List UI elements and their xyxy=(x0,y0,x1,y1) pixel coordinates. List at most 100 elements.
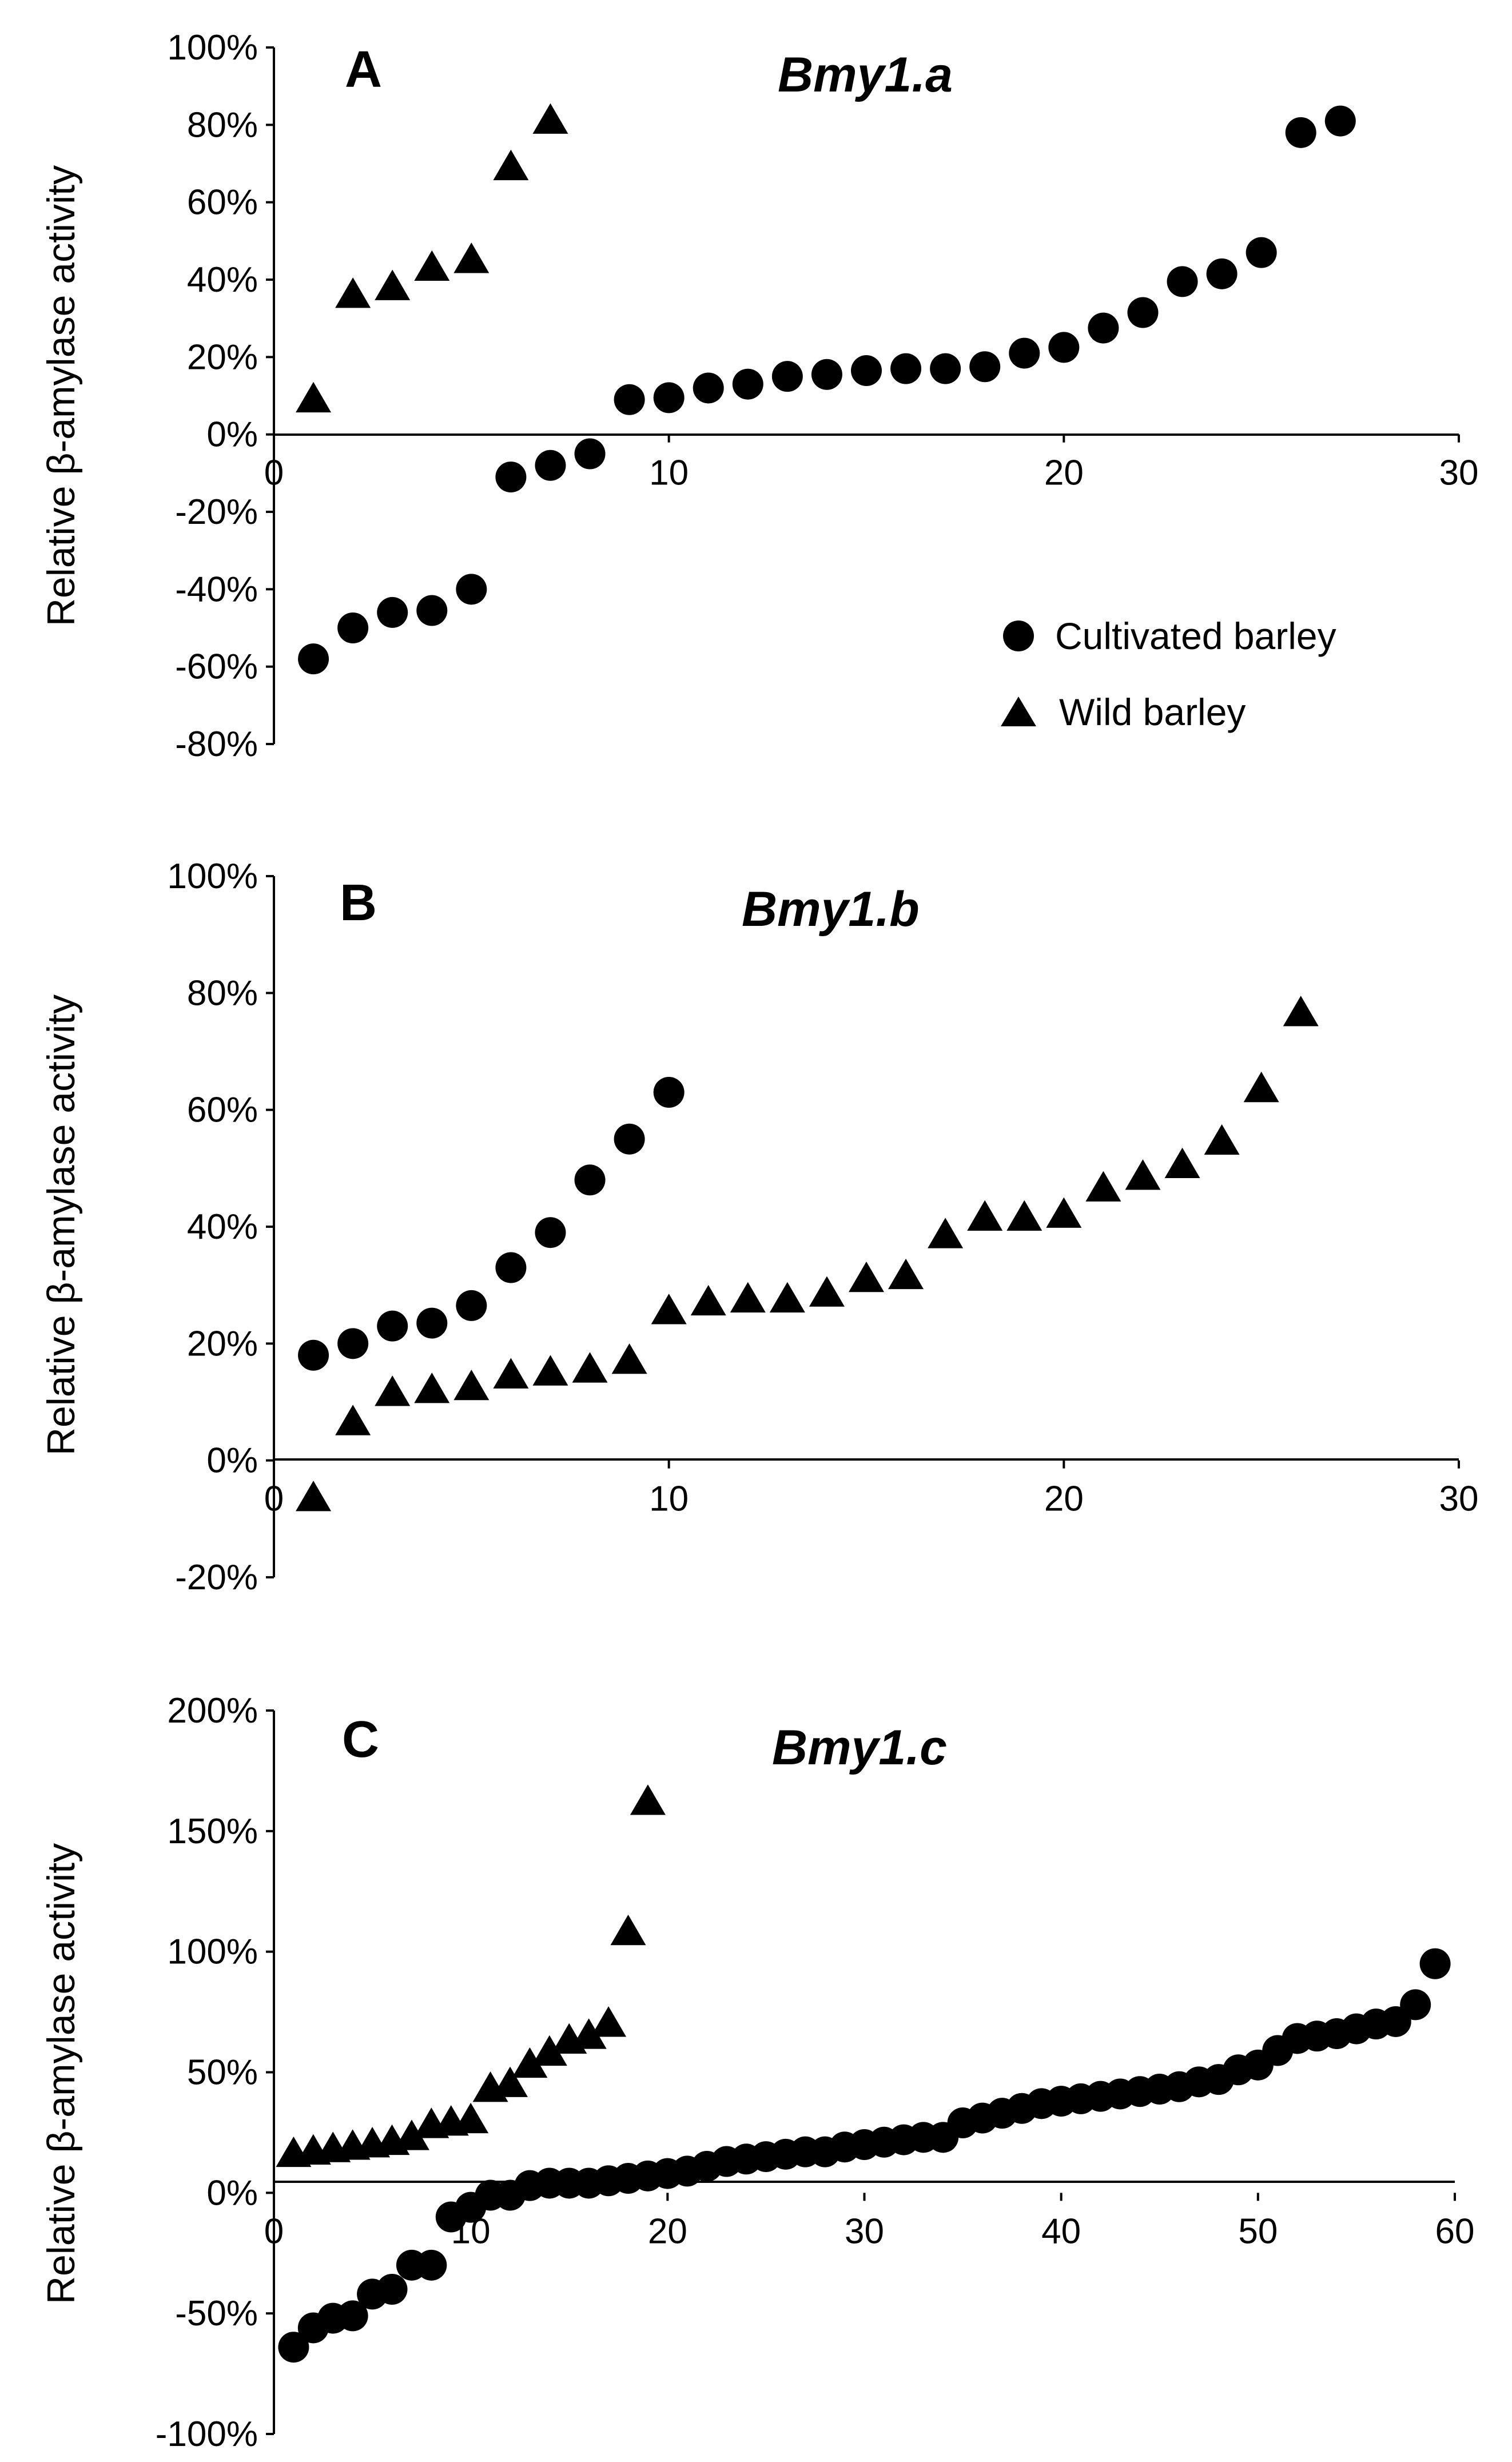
panel-a-cultivated-point xyxy=(574,438,606,470)
panel-c-y-tick-label: -50% xyxy=(175,2294,258,2333)
panel-b-wild-point xyxy=(335,1405,371,1435)
panel-a-cultivated-point xyxy=(930,353,961,384)
panel-c-wild-point xyxy=(393,2119,429,2150)
panel-b-cultivated-point xyxy=(535,1217,566,1248)
panel-b-cultivated-point xyxy=(377,1310,408,1342)
panel-b-wild-point xyxy=(809,1276,845,1307)
panel-a-x-tick-label: 20 xyxy=(1044,454,1084,493)
panel-b-wild-point xyxy=(1125,1159,1161,1190)
panel-b-cultivated-point xyxy=(337,1328,369,1359)
panel-c-y-tick-label: 200% xyxy=(167,1691,258,1731)
panel-a-y-tick-label: 40% xyxy=(187,260,258,300)
panel-b-wild-point xyxy=(414,1373,450,1403)
panel-c-y-tick-label: 0% xyxy=(206,2173,258,2213)
panel-a-y-tick-label: -40% xyxy=(175,570,258,609)
legend-cultivated-marker xyxy=(1003,621,1034,651)
panel-a-cultivated-point xyxy=(1167,266,1198,297)
panel-b-wild-point xyxy=(769,1282,805,1313)
panel-a-y-tick-label: 80% xyxy=(187,105,258,145)
panel-a-cultivated-point xyxy=(337,612,369,643)
panel-c-wild-point xyxy=(591,2006,627,2037)
panel-a-cultivated-point xyxy=(851,355,882,387)
panel-b: 100% 80% 60% 40% 20% 0% -20%0 10 20 30 B Bmy1.b R… xyxy=(39,857,1478,1597)
panel-a-cultivated-point xyxy=(890,353,922,384)
panel-a-cultivated-point xyxy=(969,351,1001,383)
panel-b-cultivated-point xyxy=(416,1307,448,1339)
panel-b-y-axis-label: Relative β-amylase activity xyxy=(39,995,83,1455)
panel-a-cultivated-point xyxy=(614,384,645,415)
panel-a-cultivated-point xyxy=(1206,258,1238,289)
panel-c-x-tick-label: 40 xyxy=(1041,2212,1081,2251)
panel-c-wild-point xyxy=(492,2066,528,2097)
panel-a-cultivated-point xyxy=(1127,297,1159,328)
panel-b-y-tick-label: 20% xyxy=(187,1324,258,1363)
panel-a-y-tick-label: 60% xyxy=(187,183,258,222)
panel-c-letter: C xyxy=(342,1711,379,1768)
legend-cultivated-label: Cultivated barley xyxy=(1055,615,1336,657)
panel-c-x-tick-label: 20 xyxy=(648,2212,687,2251)
panel-c-wild-point xyxy=(531,2035,567,2066)
panel-b-wild-point xyxy=(296,1481,332,1512)
panel-b-wild-point xyxy=(651,1294,687,1325)
panel-c-wild-point xyxy=(610,1914,646,1946)
panel-c-cultivated-point xyxy=(278,2332,309,2363)
panel-b-wild-point xyxy=(690,1284,726,1316)
panel-a-cultivated-point xyxy=(456,574,487,605)
panel-b-wild-point xyxy=(375,1375,411,1406)
panel-b-cultivated-point xyxy=(495,1252,527,1283)
panel-b-title: Bmy1.b xyxy=(742,882,920,937)
panel-b-y-tick-label: 100% xyxy=(167,857,258,896)
panel-a-cultivated-point xyxy=(693,372,724,404)
panel-a-y-tick-label: 100% xyxy=(167,28,258,67)
panel-b-y-tick-label: -20% xyxy=(175,1558,258,1597)
panel-c-cultivated-point xyxy=(1400,1989,1431,2020)
panel-a-cultivated-point xyxy=(771,361,803,392)
panel-b-y-tick-label: 60% xyxy=(187,1091,258,1130)
panel-b-wild-point xyxy=(730,1282,766,1313)
panel-a-cultivated-point xyxy=(1285,117,1316,148)
panel-c-cultivated-point xyxy=(416,2249,447,2281)
panel-a-wild-point xyxy=(335,277,371,308)
panel-b-y-tick-label: 40% xyxy=(187,1207,258,1247)
panel-a: 100% 80% 60% 40% 20% 0% -20% -40% -60% -80% 0 10 20 3… xyxy=(39,28,1478,764)
panel-b-cultivated-point xyxy=(653,1077,685,1108)
panel-a-x-tick-label: 10 xyxy=(649,454,689,493)
panel-c-y-tick-label: 100% xyxy=(167,1932,258,1972)
panel-c-y-tick-label: 150% xyxy=(167,1812,258,1851)
panel-a-y-tick-label: -20% xyxy=(175,492,258,532)
panel-a-letter: A xyxy=(345,41,382,98)
panel-b-wild-point xyxy=(1006,1200,1043,1231)
panel-a-cultivated-point xyxy=(653,382,685,413)
panel-b-cultivated-point xyxy=(298,1339,329,1371)
panel-a-cultivated-point xyxy=(1324,105,1356,137)
panel-b-wild-point xyxy=(1046,1197,1082,1228)
panel-c-cultivated-point xyxy=(376,2274,408,2305)
panel-c-title: Bmy1.c xyxy=(772,1720,947,1775)
panel-c-x-tick-label: 50 xyxy=(1238,2212,1278,2251)
panel-c: 200%150%100%50%0%-50%-100%0 10 20 30 40 50 60 … xyxy=(39,1691,1474,2454)
panel-b-x-tick-label: 30 xyxy=(1439,1479,1479,1519)
panel-b-wild-point xyxy=(967,1200,1003,1231)
panel-b-x-tick-label: 10 xyxy=(649,1479,689,1519)
panel-c-wild-point xyxy=(630,1784,666,1815)
panel-b-wild-point xyxy=(1164,1147,1200,1179)
panel-b-wild-point xyxy=(1085,1171,1121,1202)
panel-a-cultivated-point xyxy=(535,450,566,481)
panel-a-cultivated-point xyxy=(1246,237,1277,268)
panel-a-y-tick-label: 0% xyxy=(206,415,258,455)
panel-b-cultivated-point xyxy=(614,1123,645,1155)
panel-a-wild-point xyxy=(375,269,411,300)
panel-a-cultivated-point xyxy=(377,596,408,628)
panel-a-cultivated-point xyxy=(811,359,842,390)
panel-c-cultivated-point xyxy=(337,2300,368,2332)
panel-a-wild-point xyxy=(493,149,529,181)
panel-b-cultivated-point xyxy=(574,1164,606,1196)
panel-a-cultivated-point xyxy=(1048,332,1080,363)
panel-a-x-tick-label: 30 xyxy=(1439,454,1479,493)
legend-wild-label: Wild barley xyxy=(1059,691,1246,733)
panel-a-cultivated-point xyxy=(416,595,448,626)
panel-a-cultivated-point xyxy=(1088,312,1119,344)
panel-b-wild-point xyxy=(1283,996,1319,1027)
panel-a-cultivated-point xyxy=(298,643,329,675)
panel-b-wild-point xyxy=(928,1218,964,1248)
